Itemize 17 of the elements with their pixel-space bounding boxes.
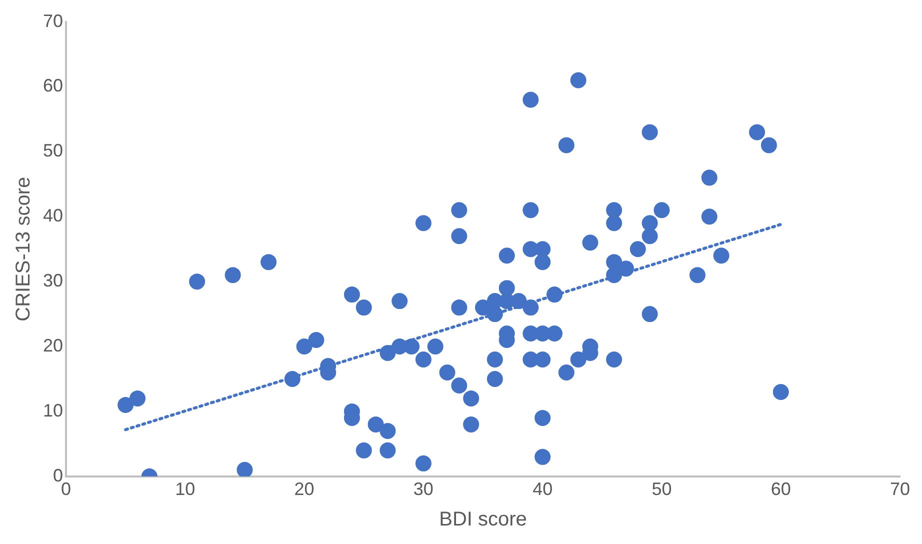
- y-tick-label: 30: [42, 270, 64, 291]
- y-tick-label: 40: [42, 206, 64, 226]
- x-tick-label: 60: [770, 479, 791, 500]
- x-tick-label: 40: [532, 479, 553, 500]
- y-tick-label: 70: [42, 10, 64, 31]
- y-tick-label: 0: [53, 465, 64, 486]
- x-tick-label: 50: [652, 479, 672, 500]
- x-tick-label: 20: [294, 479, 314, 500]
- y-tick-label: 60: [42, 76, 64, 96]
- y-tick-label: 50: [42, 140, 64, 161]
- x-axis-title: BDI score: [439, 508, 527, 531]
- y-tick-label: 20: [42, 335, 64, 356]
- x-tick-label: 70: [890, 479, 910, 500]
- y-axis-title: CRIES-13 score: [12, 176, 35, 322]
- y-tick-label: 10: [42, 400, 64, 420]
- x-tick-label: 30: [413, 479, 434, 500]
- x-tick-label: 10: [175, 479, 196, 500]
